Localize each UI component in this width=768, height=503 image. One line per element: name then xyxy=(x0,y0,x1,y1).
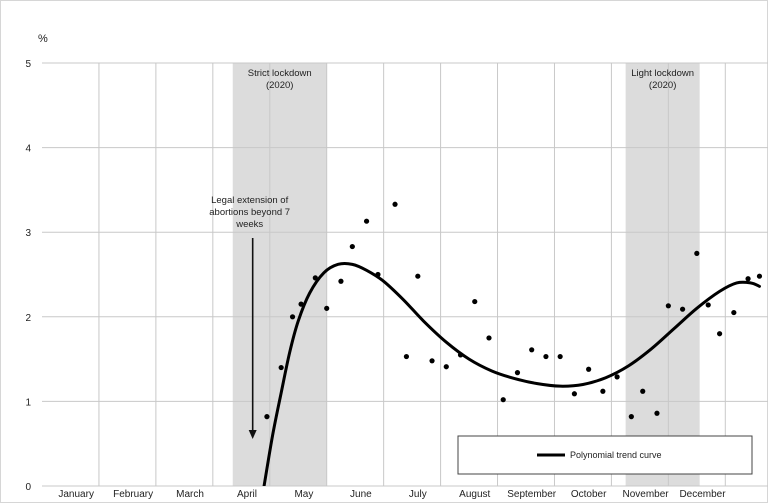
data-point-38 xyxy=(756,273,763,279)
data-point-16 xyxy=(457,352,464,358)
x-tick-label-august: August xyxy=(459,489,490,500)
data-point-5 xyxy=(312,275,318,281)
trend-curve-layer xyxy=(262,261,761,486)
x-tick-label-june: June xyxy=(350,489,372,500)
data-point-12 xyxy=(403,353,410,360)
y-tick-label-2: 2 xyxy=(25,313,31,324)
x-tick-label-october: October xyxy=(571,489,607,500)
data-point-20 xyxy=(514,370,521,376)
x-tick-label-march: March xyxy=(176,489,204,500)
y-tick-labels: 0 1 2 3 4 5 xyxy=(25,59,31,493)
data-point-18 xyxy=(486,335,492,341)
lockdown-label-2-line-1: Light lockdown xyxy=(631,68,694,79)
y-tick-label-5: 5 xyxy=(25,59,31,70)
data-point-30 xyxy=(654,410,660,416)
x-tick-label-january: January xyxy=(58,489,94,500)
annotation-line-1: Legal extension of xyxy=(211,195,288,206)
lockdown-band-1 xyxy=(232,63,327,486)
lockdown-label-1-line-1: Strict lockdown xyxy=(248,68,312,79)
y-tick-label-0: 0 xyxy=(25,482,31,493)
y-unit-label: % xyxy=(38,33,48,45)
data-point-22 xyxy=(543,353,549,360)
lockdown-shading xyxy=(232,63,700,486)
data-point-25 xyxy=(586,366,592,372)
y-tick-label-1: 1 xyxy=(25,397,31,408)
scatter-points xyxy=(264,201,763,420)
x-tick-label-july: July xyxy=(409,489,427,500)
data-point-15 xyxy=(443,364,449,370)
data-point-34 xyxy=(705,302,711,308)
data-point-29 xyxy=(640,388,646,394)
legend-box xyxy=(457,435,753,475)
data-point-14 xyxy=(429,358,435,364)
data-point-35 xyxy=(717,331,723,337)
legend-entry: Polynomial trend curve xyxy=(570,450,662,460)
data-point-10 xyxy=(375,271,381,278)
x-tick-label-april: April xyxy=(237,489,257,500)
gridlines xyxy=(42,62,768,487)
data-point-3 xyxy=(289,314,296,320)
data-point-32 xyxy=(679,306,686,312)
x-tick-label-december: December xyxy=(679,489,726,500)
annotation-line-2: abortions beyond 7 xyxy=(209,207,290,218)
legend: Polynomial trend curve xyxy=(457,435,753,475)
data-point-19 xyxy=(500,397,506,403)
data-point-2 xyxy=(278,364,284,371)
data-point-33 xyxy=(694,250,700,256)
lockdown-band-2 xyxy=(625,63,700,486)
data-point-7 xyxy=(338,278,344,284)
x-tick-label-september: September xyxy=(507,489,557,500)
data-point-11 xyxy=(392,201,398,207)
data-point-31 xyxy=(665,303,671,309)
polynomial-trend-curve xyxy=(262,261,761,486)
data-point-26 xyxy=(600,388,606,394)
data-point-13 xyxy=(415,273,421,279)
y-tick-label-4: 4 xyxy=(25,144,31,155)
annotation-line-3: weeks xyxy=(235,219,263,230)
data-point-17 xyxy=(472,298,478,305)
data-point-1 xyxy=(264,414,270,420)
lockdown-labels: Strict lockdown(2020)Light lockdown(2020… xyxy=(248,68,694,91)
data-point-6 xyxy=(324,305,330,311)
annotation-arrow-head xyxy=(248,430,257,439)
data-point-8 xyxy=(349,243,355,250)
data-point-28 xyxy=(628,414,634,420)
lockdown-label-1-line-2: (2020) xyxy=(266,80,293,91)
data-point-4 xyxy=(298,301,304,307)
data-point-9 xyxy=(363,218,370,224)
data-point-27 xyxy=(614,374,620,380)
data-point-36 xyxy=(731,309,737,316)
x-tick-label-november: November xyxy=(623,489,670,500)
x-tick-label-may: May xyxy=(294,489,313,500)
data-point-21 xyxy=(529,347,535,353)
data-point-24 xyxy=(571,391,578,397)
y-tick-label-3: 3 xyxy=(25,228,31,239)
lockdown-label-2-line-2: (2020) xyxy=(649,80,676,91)
data-point-23 xyxy=(557,353,563,360)
x-tick-label-february: February xyxy=(113,489,153,500)
x-tick-labels: January February March April May June July Augu… xyxy=(58,489,726,500)
data-point-37 xyxy=(745,276,751,282)
